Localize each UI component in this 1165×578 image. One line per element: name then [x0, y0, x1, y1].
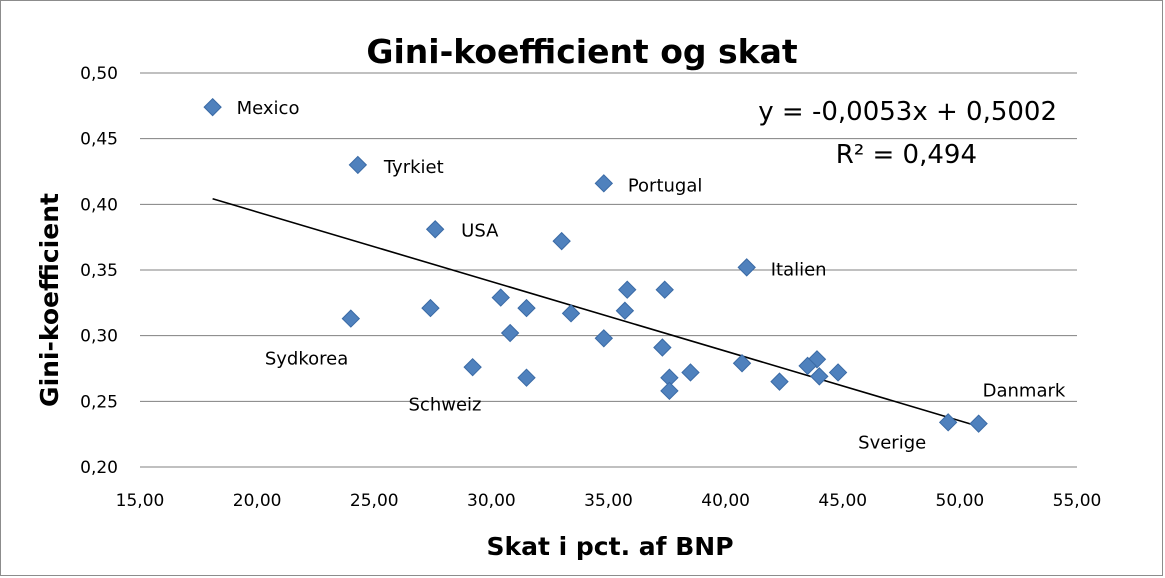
data-point	[938, 413, 958, 432]
x-tick-label: 30,00	[467, 491, 516, 511]
trendline	[212, 197, 979, 428]
trendline-equation: y = -0,0053x + 0,5002	[758, 97, 1057, 127]
y-axis-ticks: 0,20 0,25 0,30 0,35 0,40 0,45 0,50	[80, 64, 118, 478]
data-point-label: Sydkorea	[265, 349, 348, 370]
data-point	[681, 363, 700, 382]
data-point	[421, 298, 440, 318]
data-point	[618, 280, 637, 299]
y-tick-label: 0,50	[80, 64, 118, 84]
x-tick-label: 20,00	[233, 491, 282, 511]
data-point	[798, 356, 817, 376]
x-tick-label: 40,00	[701, 491, 750, 511]
data-point	[653, 338, 672, 357]
y-tick-label: 0,35	[80, 261, 118, 281]
data-point	[594, 174, 614, 193]
x-tick-label: 25,00	[350, 491, 399, 511]
data-point	[594, 329, 614, 348]
data-point	[561, 304, 581, 323]
y-axis-title: Gini-koefficient	[35, 193, 64, 407]
data-point	[810, 367, 829, 386]
data-point	[732, 354, 752, 373]
data-point	[615, 301, 635, 320]
gridlines	[140, 72, 1077, 402]
data-point-label: Sverige	[858, 432, 926, 453]
data-point-label: USA	[461, 220, 499, 241]
y-tick-label: 0,25	[80, 392, 118, 412]
data-point	[770, 372, 789, 391]
x-axis-title: Skat i pct. af BNP	[486, 532, 733, 561]
data-point	[463, 357, 482, 377]
data-point-label: Schweiz	[409, 395, 482, 416]
chart-title: Gini-koefficient og skat	[366, 32, 797, 71]
data-point	[425, 220, 445, 239]
data-point	[655, 280, 674, 299]
data-point-label: Portugal	[628, 175, 703, 196]
x-axis-ticks: 15,00 20,00 25,00 30,00 35,00 40,00 45,00 50,00…	[116, 491, 1102, 511]
data-point	[500, 323, 520, 343]
data-point-label: Danmark	[983, 381, 1066, 402]
data-point	[341, 309, 361, 328]
data-point	[737, 258, 756, 277]
data-point	[828, 363, 848, 382]
data-point	[552, 231, 571, 251]
data-point	[660, 381, 679, 401]
x-tick-label: 55,00	[1053, 491, 1102, 511]
y-tick-label: 0,40	[80, 195, 118, 215]
data-point-label: Mexico	[237, 98, 300, 119]
x-tick-label: 45,00	[818, 491, 867, 511]
data-point-label: Tyrkiet	[383, 157, 444, 178]
x-tick-label: 35,00	[584, 491, 633, 511]
y-tick-label: 0,20	[80, 458, 118, 478]
data-point	[491, 288, 510, 307]
data-point	[517, 298, 536, 318]
data-point	[969, 414, 988, 433]
x-tick-label: 15,00	[116, 491, 165, 511]
data-points	[203, 97, 988, 433]
y-tick-label: 0,45	[80, 130, 118, 150]
point-labels: Mexico Tyrkiet Portugal USA Italien Sydkorea S…	[237, 98, 1066, 453]
data-point	[348, 155, 368, 175]
data-point	[517, 368, 536, 387]
x-tick-label: 50,00	[936, 491, 985, 511]
data-point-label: Italien	[771, 259, 827, 280]
y-tick-label: 0,30	[80, 327, 118, 347]
trendline-r-squared: R² = 0,494	[836, 140, 977, 170]
data-point	[203, 97, 222, 117]
